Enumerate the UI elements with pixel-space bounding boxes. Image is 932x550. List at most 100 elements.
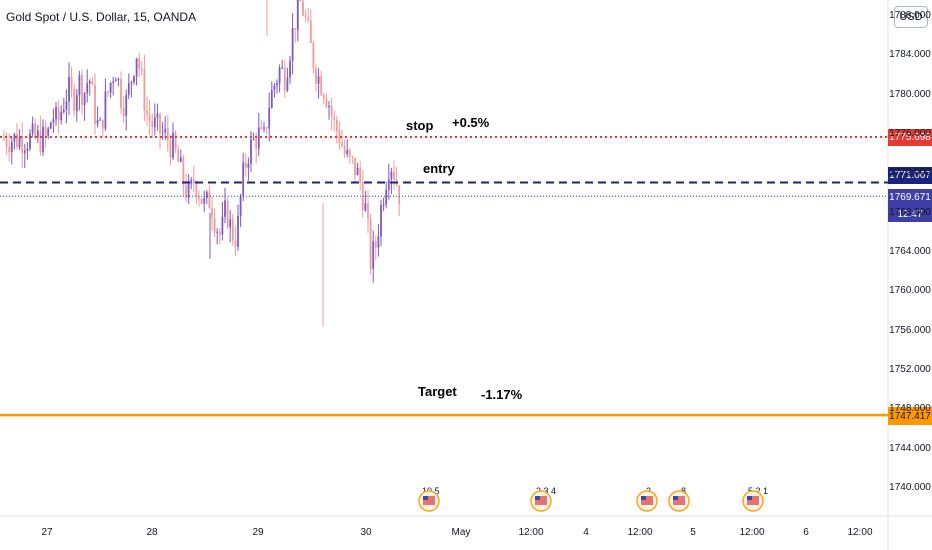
candle-body (338, 131, 341, 144)
candle-body (29, 133, 31, 149)
candle-body (367, 203, 369, 219)
candle-body (161, 132, 164, 134)
candle-body (200, 198, 203, 204)
candle-body (364, 203, 367, 211)
candle-body (16, 133, 18, 148)
us-flag-event-icon[interactable] (418, 488, 440, 512)
y-tick-label: 1752.000 (889, 364, 931, 375)
candle-body (94, 84, 96, 124)
candle-body (91, 81, 94, 85)
candle-body (205, 191, 208, 198)
candle-body (190, 179, 193, 184)
candle-body (239, 195, 242, 216)
candle-body (182, 157, 185, 186)
stop-percent-label[interactable]: +0.5% (452, 115, 490, 130)
candle-body (187, 183, 190, 198)
candle-body (296, 0, 299, 30)
symbol-title[interactable]: Gold Spot / U.S. Dollar, 15, OANDA (6, 10, 197, 24)
candle-body (174, 132, 177, 150)
candle-body (117, 78, 120, 80)
us-flag-event-icon[interactable] (742, 488, 764, 512)
candle-body (382, 204, 385, 206)
candle-body (211, 208, 213, 218)
candle-body (244, 162, 247, 168)
candle-body (39, 130, 42, 153)
candle-body (283, 67, 286, 91)
entry-label[interactable]: entry (423, 161, 455, 176)
candle-body (148, 114, 151, 121)
currency-selector[interactable]: USD (894, 6, 928, 28)
candle-body (320, 76, 323, 95)
stop-price-tag: 1775.698 (888, 129, 932, 146)
entry-price-tag: 1771.067 (888, 167, 932, 184)
y-tick-label: 1780.000 (889, 88, 931, 100)
candle-body (263, 127, 265, 129)
candle-body (10, 141, 13, 153)
us-flag-event-icon[interactable] (530, 488, 552, 512)
candle-body (55, 107, 57, 120)
candle-body (49, 122, 52, 129)
candle-body (322, 94, 325, 99)
y-tick-label: 1748.000 (889, 403, 931, 415)
candle-body (52, 119, 55, 123)
x-tick-label: 5 (690, 527, 696, 538)
candle-body (143, 69, 146, 111)
us-flag-event-icon[interactable] (636, 488, 658, 512)
y-tick-label: 1788.000 (889, 10, 931, 21)
candle-body (281, 67, 284, 69)
candle-body (302, 1, 304, 16)
candle-body (237, 215, 239, 247)
candle-body (153, 117, 156, 128)
candle-body (34, 123, 37, 138)
event-count: 5 2 1 (748, 486, 769, 496)
candle-body (289, 60, 291, 78)
candle-body (385, 189, 388, 205)
candle-body (3, 138, 5, 140)
candle-body (57, 107, 60, 121)
x-tick-label: 29 (252, 527, 264, 538)
candle-body (192, 179, 195, 184)
candle-body (83, 93, 86, 106)
stop-label[interactable]: stop (406, 118, 434, 133)
candle-body (114, 79, 117, 82)
candle-body (88, 81, 91, 84)
candle-body (125, 94, 128, 116)
candle-body (247, 163, 250, 168)
candle-body (140, 68, 143, 70)
candle-body (177, 149, 180, 162)
candle-body (164, 128, 167, 133)
event-count: 2 3 4 (536, 486, 557, 496)
candle-body (359, 167, 362, 183)
candle-body (146, 110, 148, 115)
candle-body (151, 120, 154, 128)
candle-body (234, 240, 237, 247)
candle-body (224, 200, 226, 217)
candle-body (317, 76, 320, 84)
candle-body (213, 217, 216, 233)
candle-body (65, 101, 68, 110)
us-flag-event-icon[interactable] (668, 488, 690, 512)
candle-body (325, 98, 328, 107)
candle-body (73, 88, 76, 111)
candle-body (226, 200, 229, 228)
candle-body (195, 183, 198, 197)
candle-body (257, 127, 260, 149)
target-percent-label[interactable]: -1.17% (481, 387, 523, 402)
candle-body (361, 182, 364, 211)
y-tick-label: 1784.000 (889, 49, 931, 61)
candle-body (356, 167, 359, 176)
x-tick-label: 12:00 (518, 527, 544, 538)
x-tick-label: 12:00 (847, 527, 873, 538)
x-tick-label: 4 (583, 527, 589, 538)
candle-body (96, 120, 99, 124)
x-tick-label: 30 (360, 527, 372, 538)
candle-body (250, 139, 252, 164)
y-tick-label: 1756.000 (889, 324, 931, 336)
candle-body (393, 171, 395, 180)
y-tick-label: 1776.000 (889, 128, 931, 139)
target-price-tag: 1747.417 (888, 407, 932, 425)
candle-body (377, 236, 380, 248)
target-label[interactable]: Target (418, 384, 457, 399)
